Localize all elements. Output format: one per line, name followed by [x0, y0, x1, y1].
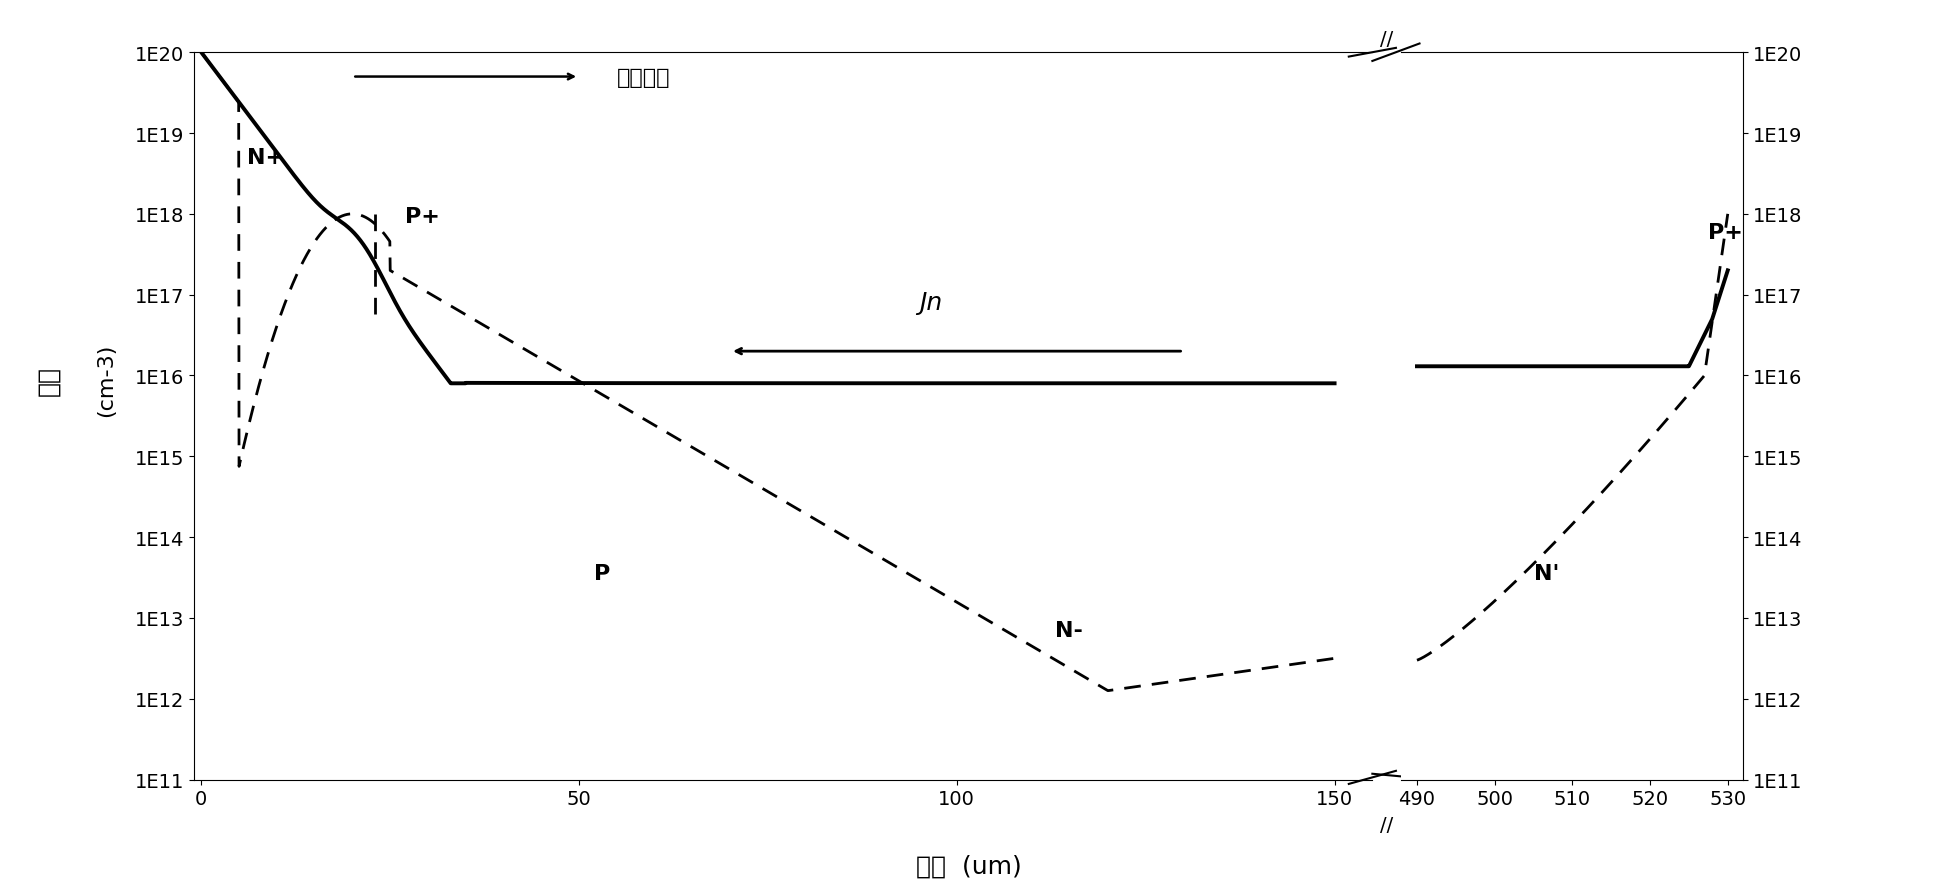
- Text: N+: N+: [246, 148, 283, 168]
- Text: 深度  (um): 深度 (um): [916, 853, 1021, 877]
- Text: 电子注入: 电子注入: [616, 67, 670, 88]
- Text: P: P: [595, 563, 610, 584]
- Text: 浓度: 浓度: [37, 365, 60, 395]
- Text: Jn: Jn: [918, 291, 941, 315]
- Text: (cm-3): (cm-3): [97, 344, 116, 416]
- Text: N': N': [1534, 563, 1559, 584]
- Text: P+: P+: [1708, 223, 1743, 243]
- Text: //: //: [1381, 30, 1393, 49]
- Text: P+: P+: [405, 206, 440, 227]
- Text: //: //: [1381, 815, 1393, 834]
- Text: N-: N-: [1056, 620, 1083, 641]
